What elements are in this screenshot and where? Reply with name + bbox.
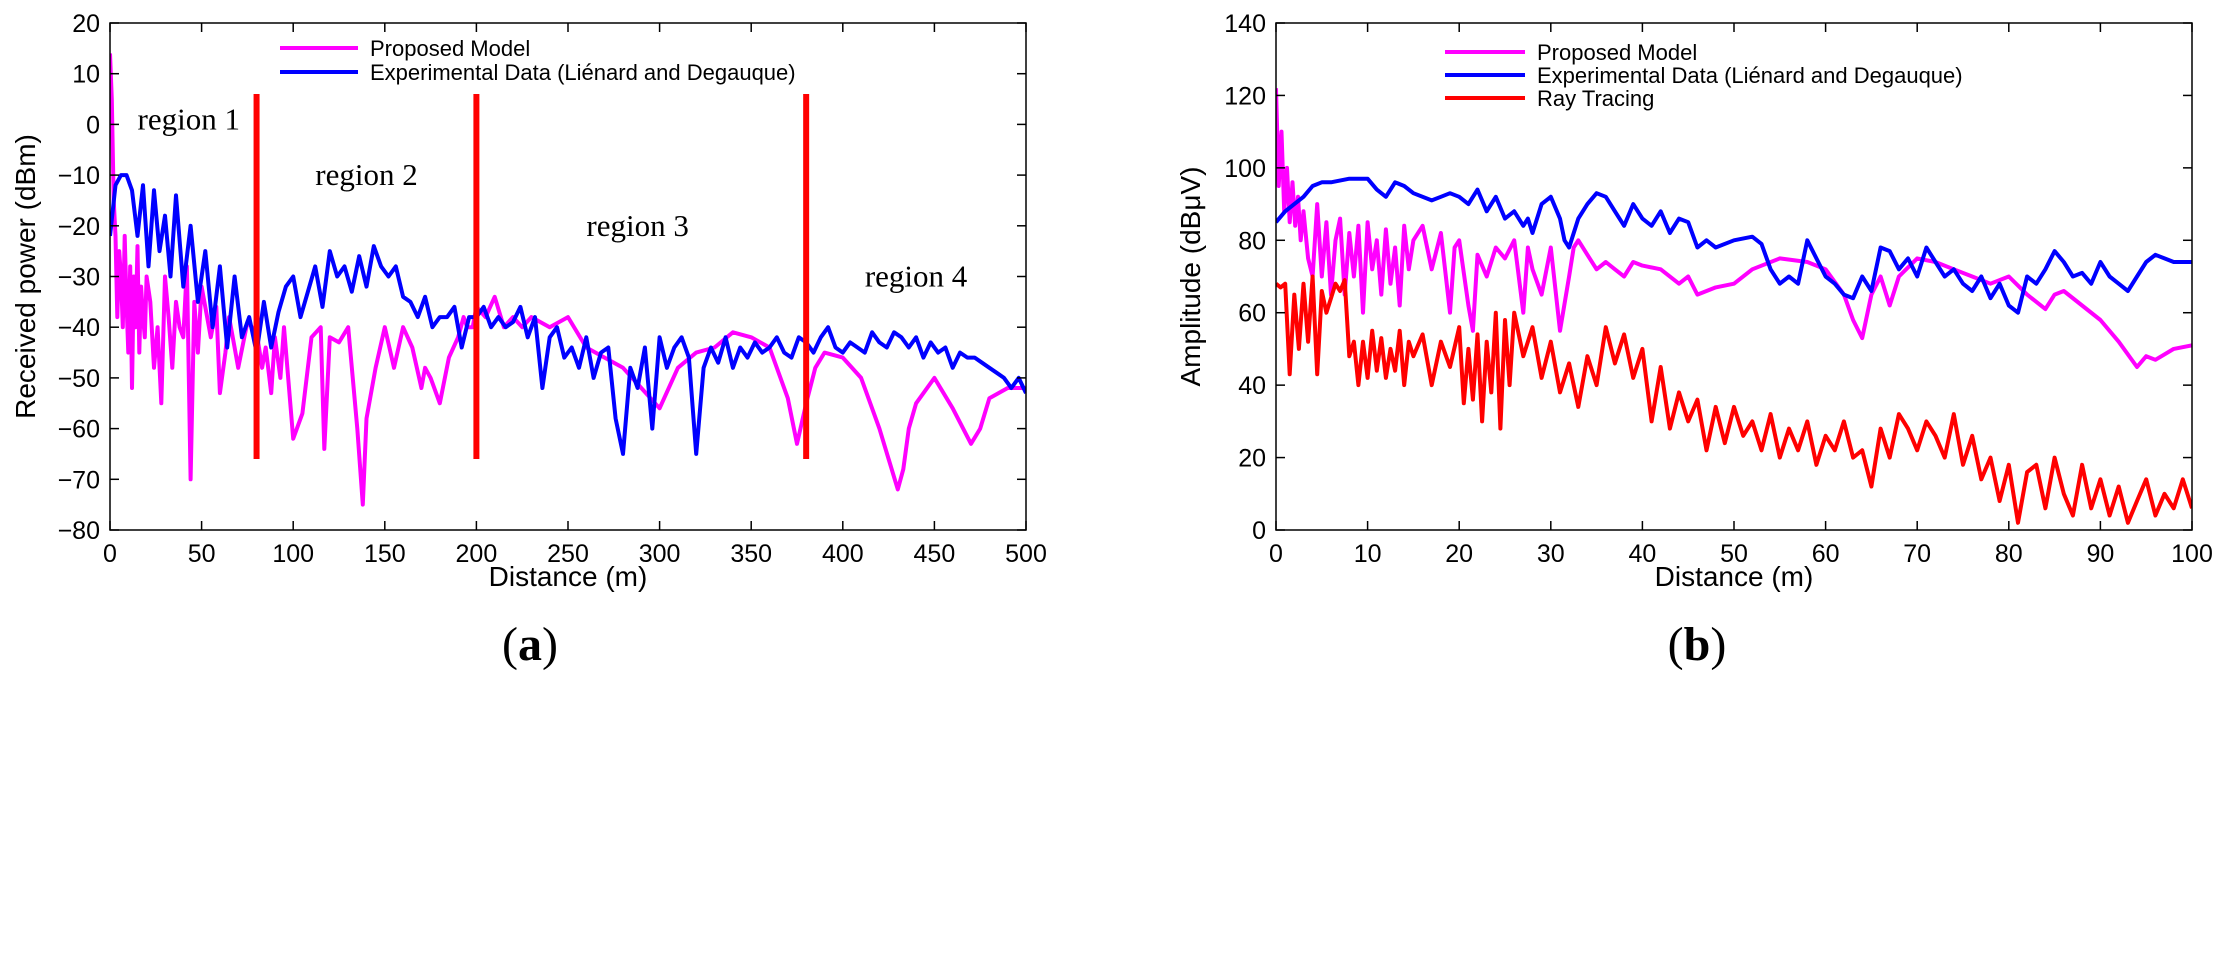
panel-a-x-tick-label: 50 xyxy=(188,540,216,568)
panel-a-y-axis-label: Received power (dBm) xyxy=(10,134,41,419)
panel-a-x-tick-label: 450 xyxy=(914,540,956,568)
panel-b-y-axis-label: Amplitude (dBμV) xyxy=(1175,167,1206,387)
panel-b-y-tick-label: 60 xyxy=(1238,300,1266,328)
panel-a-y-tick-label: 10 xyxy=(72,61,100,89)
panel-b-series-line-1 xyxy=(1276,88,2192,369)
panel-a-region-label-3: region 3 xyxy=(586,208,688,243)
panel-b-y-tick-label: 80 xyxy=(1238,227,1266,255)
panel-a-y-tick-label: −20 xyxy=(58,213,100,241)
panel-b-x-tick-label: 40 xyxy=(1628,540,1656,568)
panel-a-x-tick-label: 300 xyxy=(639,540,681,568)
panel-b-x-tick-label: 0 xyxy=(1269,540,1283,568)
panel-a-x-tick-label: 250 xyxy=(547,540,589,568)
panel-a-x-tick-label: 150 xyxy=(364,540,406,568)
panel-b-y-tick-label: 140 xyxy=(1224,10,1266,38)
panel-b-x-tick-label: 30 xyxy=(1537,540,1565,568)
panel-a-y-tick-label: −10 xyxy=(58,162,100,190)
panel-b-x-tick-label: 90 xyxy=(2086,540,2114,568)
panel-b-legend-label-2: Experimental Data (Liénard and Degauque) xyxy=(1537,63,1963,88)
panel-a-region-annotations: region 1 region 2 region 3 region 4 xyxy=(138,101,968,293)
panel-a-y-tick-label: 0 xyxy=(86,111,100,139)
panel-a-region-label-1: region 1 xyxy=(138,101,240,136)
panel-a-series-line-2 xyxy=(110,173,1026,456)
panel-b-label-letter: b xyxy=(1684,618,1711,671)
panel-b-label: (b) xyxy=(1668,618,1727,671)
panel-b-x-tick-label: 60 xyxy=(1812,540,1840,568)
panel-b-y-tick-label: 0 xyxy=(1252,517,1266,545)
panel-a-x-tick-label: 0 xyxy=(103,540,117,568)
panel-b-x-tick-label: 100 xyxy=(2171,540,2213,568)
panel-a-x-tick-label: 200 xyxy=(456,540,498,568)
panel-a-ticks: 0 50 100 150 200 250 300 350 400 450 500−80−70−60−… xyxy=(58,10,1047,568)
panel-b-y-tick-label: 40 xyxy=(1238,372,1266,400)
panel-a-region-boundaries xyxy=(253,93,810,460)
panel-b: 0 10 20 30 40 50 60 70 80 90 100 0 20 40 60 80 100 120 140… xyxy=(1175,10,2213,671)
panel-a-x-tick-label: 400 xyxy=(822,540,864,568)
panel-a-y-tick-label: 20 xyxy=(72,10,100,38)
panel-b-plot-frame xyxy=(1275,22,2193,531)
panel-a-x-tick-label: 100 xyxy=(272,540,314,568)
panel-a-label: (a) xyxy=(502,618,558,671)
panel-b-legend-label-3: Ray Tracing xyxy=(1537,86,1654,111)
panel-b-y-tick-label: 100 xyxy=(1224,155,1266,183)
panel-a-region-label-2: region 2 xyxy=(315,157,417,192)
panel-b-ticks: 0 10 20 30 40 50 60 70 80 90 100 0 20 40 60 80 100 120 140 xyxy=(1224,10,2213,568)
panel-b-series-line-3 xyxy=(1276,274,2192,525)
panel-a-y-tick-label: −60 xyxy=(58,416,100,444)
panel-b-x-tick-label: 10 xyxy=(1354,540,1382,568)
panel-a-x-axis-label: Distance (m) xyxy=(489,561,648,592)
panel-a-y-tick-label: −50 xyxy=(58,365,100,393)
panel-a-y-tick-label: −70 xyxy=(58,466,100,494)
panel-a-y-tick-label: −80 xyxy=(58,517,100,545)
panel-b-series-line-2 xyxy=(1276,176,2192,315)
panel-a-legend-label-2: Experimental Data (Liénard and Degauque) xyxy=(370,60,796,85)
panel-a-legend-label-1: Proposed Model xyxy=(370,36,530,61)
panel-a-y-tick-label: −30 xyxy=(58,264,100,292)
panel-b-y-tick-label: 120 xyxy=(1224,82,1266,110)
panel-a-x-tick-label: 500 xyxy=(1005,540,1047,568)
panel-a-label-letter: a xyxy=(518,618,542,671)
panel-b-x-tick-label: 70 xyxy=(1903,540,1931,568)
panel-b-x-tick-label: 80 xyxy=(1995,540,2023,568)
panel-b-legend-label-1: Proposed Model xyxy=(1537,40,1697,65)
panel-b-x-axis-label: Distance (m) xyxy=(1655,561,1814,592)
panel-b-x-tick-label: 50 xyxy=(1720,540,1748,568)
panel-a-x-tick-label: 350 xyxy=(730,540,772,568)
panel-b-y-tick-label: 20 xyxy=(1238,445,1266,473)
panel-a-region-label-4: region 4 xyxy=(865,259,968,294)
panel-b-series-group xyxy=(1276,88,2192,525)
panel-b-x-tick-label: 20 xyxy=(1445,540,1473,568)
panel-a-series-group xyxy=(110,53,1026,507)
panel-a-series-line-1 xyxy=(110,53,1026,507)
panel-a-y-tick-label: −40 xyxy=(58,314,100,342)
